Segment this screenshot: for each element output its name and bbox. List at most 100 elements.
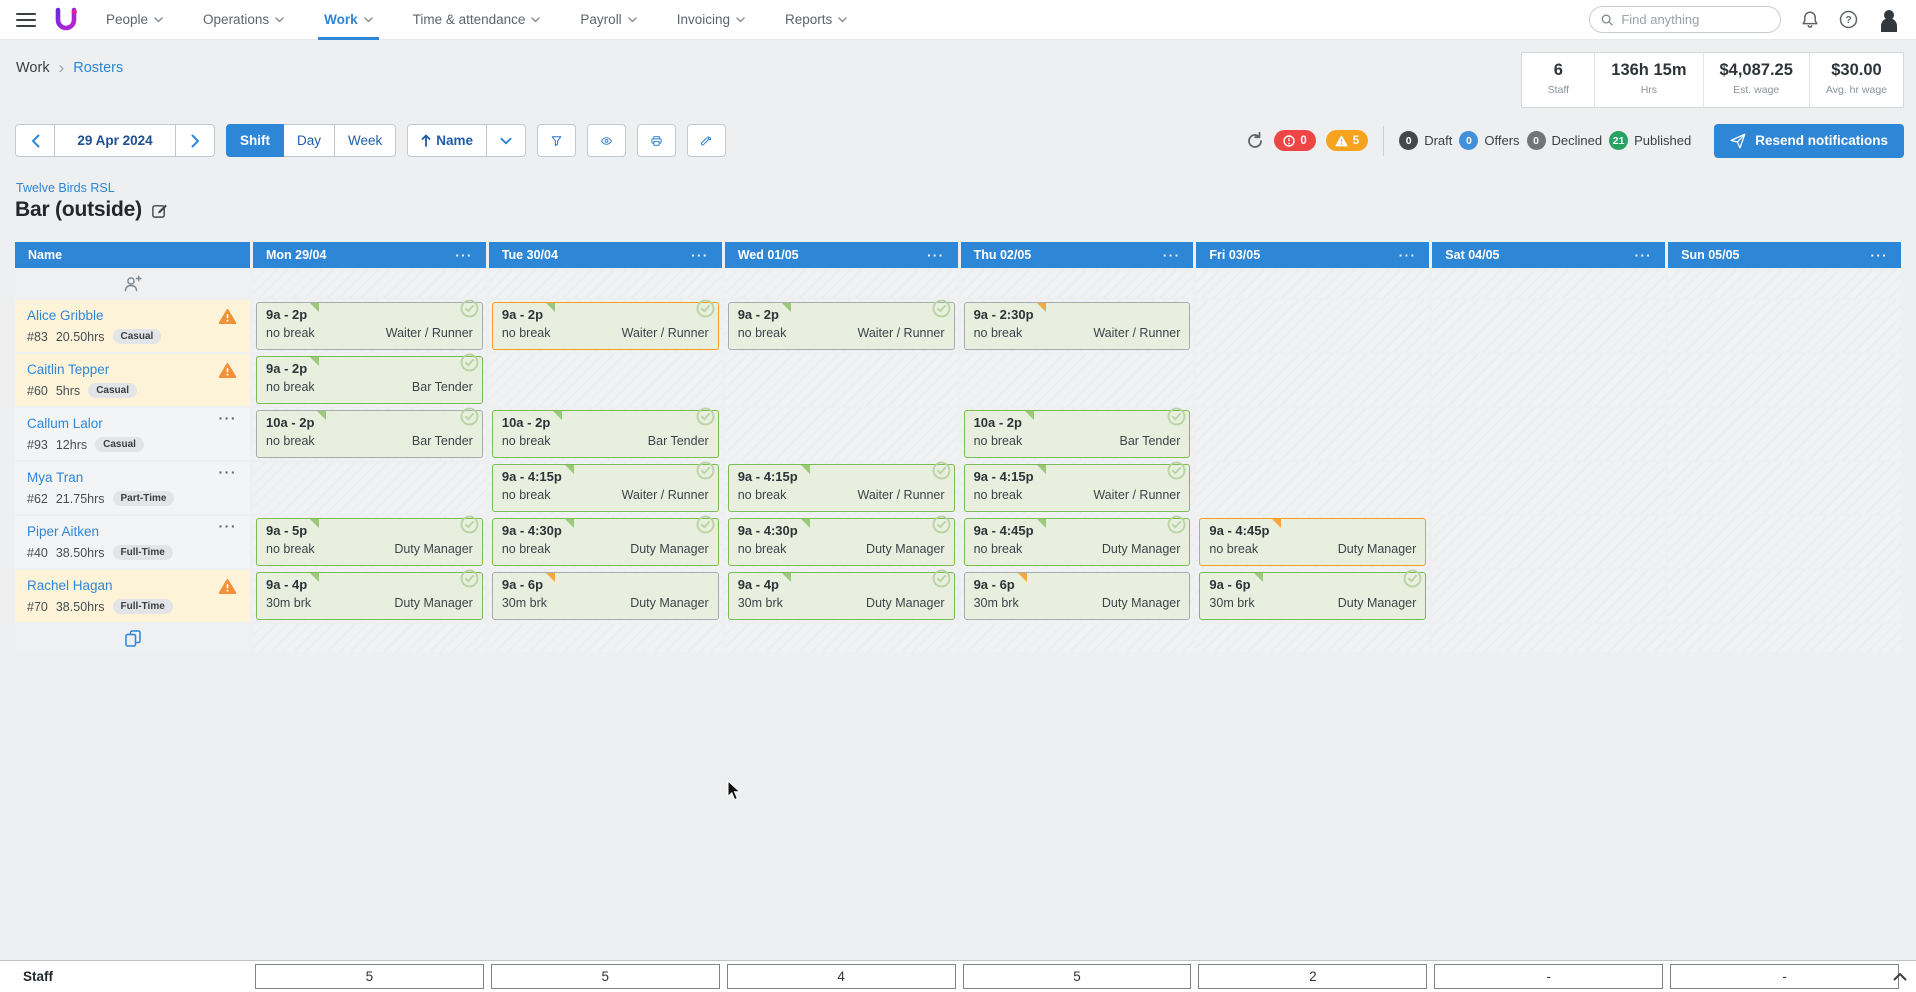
shift-cell[interactable] bbox=[960, 354, 1194, 406]
shift-card[interactable]: 9a - 6p 30m brk Duty Manager bbox=[963, 572, 1191, 620]
staff-warning-icon[interactable] bbox=[218, 578, 237, 595]
shift-cell[interactable] bbox=[1668, 300, 1901, 352]
shift-cell[interactable]: 9a - 2p no break Waiter / Runner bbox=[724, 299, 958, 352]
shift-cell[interactable]: 9a - 6p 30m brk Duty Manager bbox=[960, 570, 1194, 622]
print-button[interactable] bbox=[637, 124, 677, 157]
view-toggle-week[interactable]: Week bbox=[334, 124, 397, 157]
shift-cell[interactable] bbox=[1668, 354, 1901, 406]
column-menu-icon[interactable]: ··· bbox=[691, 247, 709, 263]
shift-cell[interactable]: 10a - 2p no break Bar Tender bbox=[960, 407, 1194, 460]
add-person-icon[interactable] bbox=[123, 275, 142, 293]
shift-cell[interactable]: 9a - 4:30p no break Duty Manager bbox=[488, 515, 722, 568]
shift-cell[interactable] bbox=[1432, 354, 1666, 406]
shift-cell[interactable]: 9a - 4:30p no break Duty Manager bbox=[724, 515, 958, 568]
shift-cell[interactable]: 9a - 2p no break Bar Tender bbox=[253, 353, 486, 406]
column-menu-icon[interactable]: ··· bbox=[1162, 247, 1181, 263]
nav-item-work[interactable]: Work bbox=[318, 12, 379, 40]
shift-cell[interactable]: 9a - 4:15p no break Waiter / Runner bbox=[960, 461, 1194, 514]
shift-cell[interactable] bbox=[724, 354, 958, 406]
nav-item-payroll[interactable]: Payroll bbox=[580, 12, 637, 27]
edit-roster-icon[interactable] bbox=[151, 202, 168, 219]
shift-card[interactable]: 9a - 4:15p no break Waiter / Runner bbox=[727, 461, 955, 512]
shift-card[interactable]: 9a - 6p 30m brk Duty Manager bbox=[491, 572, 719, 620]
shift-cell[interactable]: 9a - 5p no break Duty Manager bbox=[253, 515, 486, 568]
staff-menu-icon[interactable]: ··· bbox=[218, 464, 237, 480]
shift-cell[interactable]: 9a - 6p 30m brk Duty Manager bbox=[488, 570, 722, 622]
view-options-button[interactable] bbox=[587, 124, 627, 157]
breadcrumb-work[interactable]: Work bbox=[16, 60, 50, 76]
view-toggle-shift[interactable]: Shift bbox=[226, 124, 284, 157]
nav-item-invoicing[interactable]: Invoicing bbox=[677, 12, 745, 27]
tools-button[interactable] bbox=[687, 124, 727, 157]
resend-notifications-button[interactable]: Resend notifications bbox=[1714, 123, 1904, 158]
shift-cell[interactable]: 10a - 2p no break Bar Tender bbox=[488, 407, 722, 460]
shift-card[interactable]: 9a - 4:30p no break Duty Manager bbox=[727, 515, 955, 566]
shift-cell[interactable] bbox=[1196, 354, 1430, 406]
shift-card[interactable]: 9a - 2p no break Bar Tender bbox=[256, 353, 483, 404]
sort-options-dropdown[interactable] bbox=[486, 124, 527, 157]
prev-week-button[interactable] bbox=[15, 124, 55, 157]
shift-cell[interactable]: 9a - 4:45p no break Duty Manager bbox=[960, 515, 1194, 568]
shift-cell[interactable]: 9a - 4p 30m brk Duty Manager bbox=[253, 569, 486, 622]
global-search[interactable] bbox=[1589, 6, 1781, 33]
nav-item-reports[interactable]: Reports bbox=[785, 12, 848, 27]
shift-cell[interactable] bbox=[1196, 408, 1430, 460]
shift-cell[interactable]: 9a - 4:15p no break Waiter / Runner bbox=[724, 461, 958, 514]
nav-item-people[interactable]: People bbox=[106, 12, 163, 27]
shift-cell[interactable]: 9a - 2:30p no break Waiter / Runner bbox=[960, 300, 1194, 352]
copy-roster-icon[interactable] bbox=[124, 629, 141, 647]
shift-cell[interactable] bbox=[1432, 300, 1666, 352]
shift-cell[interactable] bbox=[1668, 408, 1901, 460]
shift-card[interactable]: 9a - 4:45p no break Duty Manager bbox=[1199, 518, 1427, 566]
staff-name-link[interactable]: Alice Gribble bbox=[27, 308, 104, 323]
shift-card[interactable]: 9a - 4:15p no break Waiter / Runner bbox=[963, 461, 1191, 512]
staff-name-link[interactable]: Callum Lalor bbox=[27, 416, 103, 431]
shift-card[interactable]: 9a - 4:30p no break Duty Manager bbox=[491, 515, 719, 566]
column-menu-icon[interactable]: ··· bbox=[1398, 247, 1417, 263]
nav-item-operations[interactable]: Operations bbox=[203, 12, 284, 27]
filter-button[interactable] bbox=[537, 124, 577, 157]
shift-cell[interactable] bbox=[724, 408, 958, 460]
shift-card[interactable]: 9a - 2p no break Waiter / Runner bbox=[491, 299, 719, 350]
shift-cell[interactable] bbox=[1668, 516, 1901, 568]
shift-cell[interactable]: 9a - 2p no break Waiter / Runner bbox=[253, 299, 486, 352]
search-input[interactable] bbox=[1621, 12, 1769, 27]
shift-card[interactable]: 10a - 2p no break Bar Tender bbox=[256, 407, 483, 458]
column-menu-icon[interactable]: ··· bbox=[1870, 247, 1888, 263]
help-icon[interactable]: ? bbox=[1839, 10, 1858, 29]
column-menu-icon[interactable]: ··· bbox=[927, 247, 945, 263]
staff-menu-icon[interactable]: ··· bbox=[218, 410, 237, 426]
nav-item-time-attendance[interactable]: Time & attendance bbox=[413, 12, 541, 27]
shift-cell[interactable]: 9a - 4:45p no break Duty Manager bbox=[1196, 516, 1430, 568]
shift-card[interactable]: 9a - 2:30p no break Waiter / Runner bbox=[963, 302, 1191, 350]
shift-card[interactable]: 9a - 4p 30m brk Duty Manager bbox=[727, 569, 955, 620]
shift-cell[interactable] bbox=[488, 354, 722, 406]
shift-card[interactable]: 9a - 6p 30m brk Duty Manager bbox=[1199, 569, 1427, 620]
shift-card[interactable]: 9a - 4p 30m brk Duty Manager bbox=[256, 569, 483, 620]
shift-cell[interactable] bbox=[1432, 516, 1666, 568]
shift-card[interactable]: 9a - 4:45p no break Duty Manager bbox=[963, 515, 1191, 566]
shift-cell[interactable] bbox=[1196, 462, 1430, 514]
shift-card[interactable]: 10a - 2p no break Bar Tender bbox=[491, 407, 719, 458]
warning-count-badge[interactable]: 5 bbox=[1325, 130, 1369, 151]
shift-cell[interactable] bbox=[1668, 462, 1901, 514]
shift-card[interactable]: 9a - 4:15p no break Waiter / Runner bbox=[491, 461, 719, 512]
shift-cell[interactable] bbox=[1196, 300, 1430, 352]
notifications-bell-icon[interactable] bbox=[1801, 10, 1819, 29]
shift-cell[interactable] bbox=[1432, 462, 1666, 514]
sort-by-name-button[interactable]: Name bbox=[407, 124, 488, 157]
staff-menu-icon[interactable]: ··· bbox=[218, 518, 237, 534]
shift-cell[interactable] bbox=[253, 462, 486, 514]
date-picker-button[interactable]: 29 Apr 2024 bbox=[54, 124, 176, 157]
shift-card[interactable]: 10a - 2p no break Bar Tender bbox=[963, 407, 1191, 458]
error-count-badge[interactable]: 0 bbox=[1274, 130, 1316, 151]
next-week-button[interactable] bbox=[175, 124, 215, 157]
venue-link[interactable]: Twelve Birds RSL bbox=[16, 181, 115, 195]
staff-name-link[interactable]: Mya Tran bbox=[27, 470, 84, 485]
column-menu-icon[interactable]: ··· bbox=[455, 247, 473, 263]
staff-name-link[interactable]: Caitlin Tepper bbox=[27, 362, 110, 377]
view-toggle-day[interactable]: Day bbox=[283, 124, 336, 157]
shift-card[interactable]: 9a - 5p no break Duty Manager bbox=[256, 515, 483, 566]
shift-cell[interactable]: 9a - 6p 30m brk Duty Manager bbox=[1196, 569, 1430, 622]
staff-warning-icon[interactable] bbox=[218, 308, 237, 325]
